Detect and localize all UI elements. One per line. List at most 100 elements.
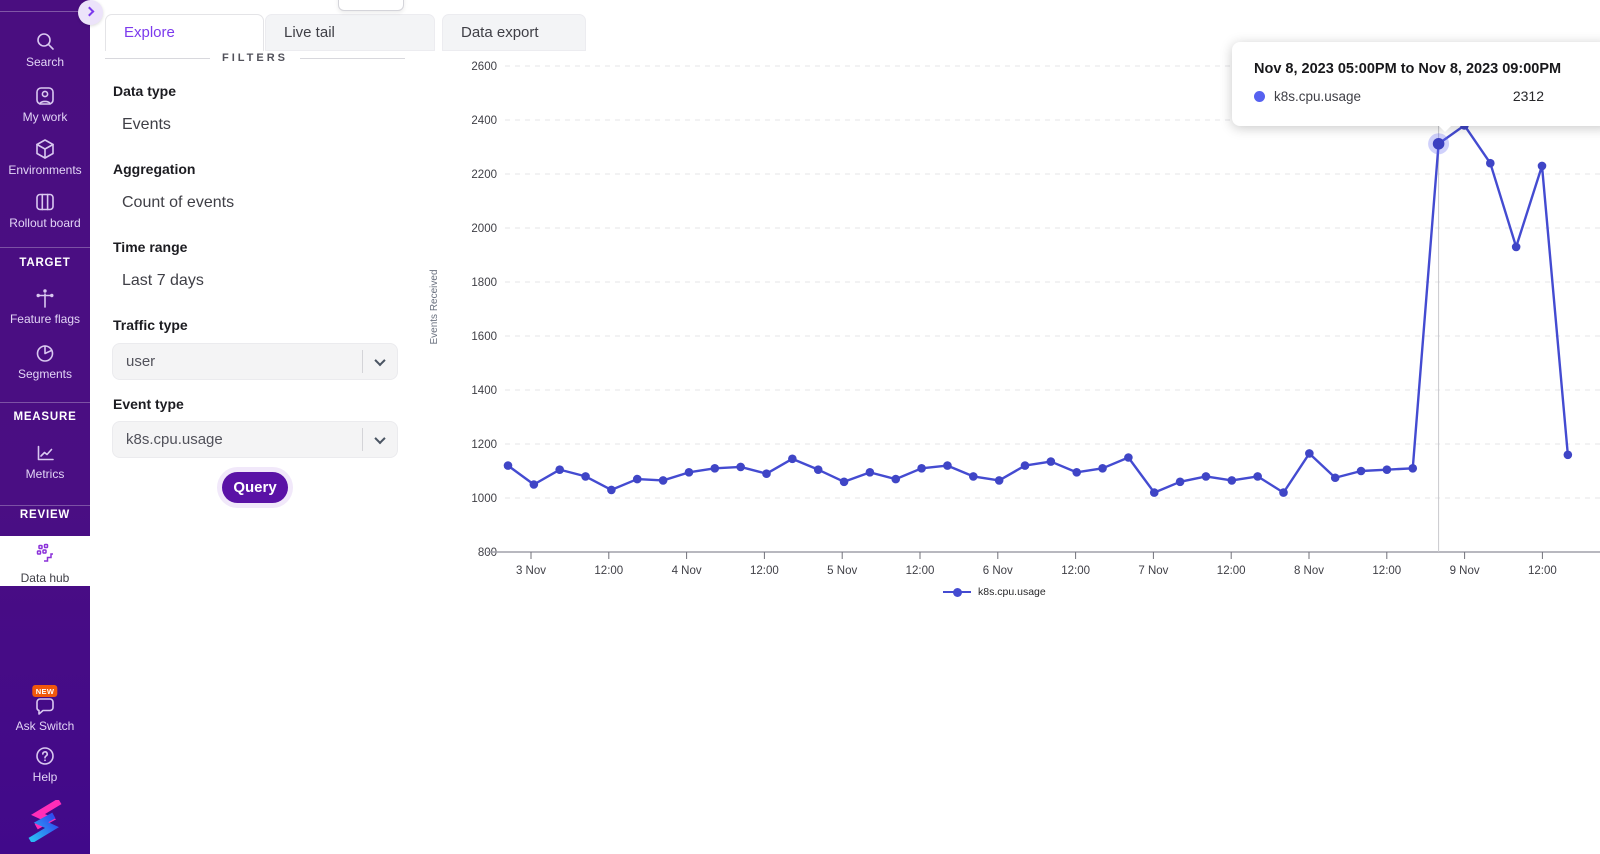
svg-text:800: 800 [478, 547, 497, 559]
sidebar-item-feature-flags[interactable]: Feature flags [0, 287, 90, 326]
help-icon [0, 745, 90, 767]
sidebar-item-label: Segments [17, 367, 73, 381]
sidebar-item-metrics[interactable]: Metrics [0, 442, 90, 481]
filters-divider-label: FILTERS [222, 52, 289, 64]
sidebar-item-data-hub-selected[interactable]: Data hub [0, 536, 90, 586]
tab-live-tail[interactable]: Live tail [265, 14, 435, 51]
search-icon [0, 30, 90, 52]
user-card-icon [0, 85, 90, 107]
sidebar-section-divider [0, 505, 90, 506]
select-divider [362, 350, 363, 373]
svg-text:6 Nov: 6 Nov [983, 565, 1013, 577]
sidebar-section-measure: MEASURE [13, 411, 77, 423]
traffic-type-select[interactable]: user [112, 343, 398, 380]
sidebar-item-rollout-board[interactable]: Rollout board [0, 191, 90, 230]
metrics-chart-icon [0, 442, 90, 464]
traffic-type-label: Traffic type [113, 317, 188, 333]
chart-legend[interactable]: k8s.cpu.usage [943, 586, 1046, 598]
chart-tooltip: Nov 8, 2023 05:00PM to Nov 8, 2023 09:00… [1232, 42, 1600, 132]
legend-line-marker [943, 587, 971, 597]
event-type-select[interactable]: k8s.cpu.usage [112, 421, 398, 458]
sidebar-item-label: Rollout board [9, 216, 81, 230]
tab-explore[interactable]: Explore [105, 14, 264, 51]
legend-series-label: k8s.cpu.usage [978, 586, 1046, 598]
svg-text:12:00: 12:00 [1217, 565, 1246, 577]
tooltip-series-value: 2312 [1512, 88, 1544, 104]
svg-text:7 Nov: 7 Nov [1138, 565, 1168, 577]
sidebar-item-search[interactable]: Search [0, 30, 90, 69]
sidebar-section-target: TARGET [19, 257, 71, 269]
svg-text:2200: 2200 [471, 169, 497, 181]
top-cropped-popover [338, 0, 404, 11]
sidebar-section-divider [0, 402, 90, 403]
columns-board-icon [0, 191, 90, 213]
tooltip-time-range: Nov 8, 2023 05:00PM to Nov 8, 2023 09:00… [1254, 61, 1562, 77]
svg-text:Events Received: Events Received [429, 269, 440, 344]
svg-text:1800: 1800 [471, 277, 497, 289]
chevron-down-icon [363, 354, 397, 366]
svg-text:1400: 1400 [471, 385, 497, 397]
sidebar-item-my-work[interactable]: My work [0, 85, 90, 124]
chevron-right-icon [84, 6, 95, 17]
sidebar-item-help[interactable]: Help [0, 745, 90, 784]
tooltip-series-row: k8s.cpu.usage 2312 [1254, 88, 1592, 104]
new-badge: NEW [32, 685, 58, 697]
aggregation-value[interactable]: Count of events [122, 194, 235, 211]
legend-dot-icon [953, 587, 962, 597]
data-hub-icon [34, 543, 56, 568]
svg-text:3 Nov: 3 Nov [516, 565, 546, 577]
switch-logo[interactable] [27, 798, 63, 847]
svg-text:1600: 1600 [471, 331, 497, 343]
tooltip-pointer [1438, 125, 1452, 132]
sidebar-item-label: Metrics [25, 467, 65, 481]
svg-text:2600: 2600 [471, 61, 497, 73]
svg-text:9 Nov: 9 Nov [1450, 565, 1480, 577]
sidebar-item-segments[interactable]: Segments [0, 342, 90, 381]
sidebar: Search My work Environments Rollout boar… [0, 0, 90, 854]
svg-text:12:00: 12:00 [1061, 565, 1090, 577]
svg-text:12:00: 12:00 [906, 565, 935, 577]
data-type-label: Data type [113, 83, 177, 99]
sidebar-item-label: Data hub [20, 571, 70, 585]
time-range-label: Time range [113, 239, 188, 255]
sidebar-item-label: My work [22, 110, 68, 124]
sidebar-item-ask-switch[interactable]: NEW Ask Switch [0, 685, 90, 733]
svg-text:1000: 1000 [471, 493, 497, 505]
svg-text:12:00: 12:00 [594, 565, 623, 577]
sidebar-section-review: REVIEW [19, 509, 71, 521]
tab-data-export[interactable]: Data export [442, 14, 586, 51]
series-dot-icon [1254, 90, 1265, 102]
data-type-value[interactable]: Events [122, 116, 171, 133]
svg-text:8 Nov: 8 Nov [1294, 565, 1324, 577]
svg-text:12:00: 12:00 [1372, 565, 1401, 577]
select-divider [362, 428, 363, 451]
tooltip-series-name: k8s.cpu.usage [1274, 88, 1362, 104]
aggregation-label: Aggregation [113, 161, 196, 177]
svg-text:12:00: 12:00 [750, 565, 779, 577]
svg-text:2400: 2400 [471, 115, 497, 127]
sidebar-item-environments[interactable]: Environments [0, 138, 90, 177]
svg-text:2000: 2000 [471, 223, 497, 235]
sidebar-top-divider [0, 11, 90, 12]
chat-bubble-icon: NEW [0, 685, 90, 716]
filters-divider: FILTERS [105, 52, 405, 64]
sidebar-item-label: Search [25, 55, 65, 69]
svg-text:12:00: 12:00 [1528, 565, 1557, 577]
sidebar-section-divider [0, 247, 90, 248]
sidebar-item-label: Help [32, 770, 58, 784]
query-button[interactable]: Query [222, 472, 288, 503]
sidebar-item-label: Ask Switch [15, 719, 75, 733]
time-range-value[interactable]: Last 7 days [122, 272, 204, 289]
sidebar-collapse-button[interactable] [78, 0, 103, 25]
traffic-type-selected-value: user [126, 353, 156, 370]
svg-text:4 Nov: 4 Nov [672, 565, 702, 577]
chevron-down-icon [363, 432, 397, 444]
svg-text:5 Nov: 5 Nov [827, 565, 857, 577]
sidebar-item-label: Environments [8, 163, 82, 177]
event-type-selected-value: k8s.cpu.usage [126, 431, 223, 448]
svg-text:1200: 1200 [471, 439, 497, 451]
sidebar-item-label: Feature flags [9, 312, 81, 326]
feature-flags-icon [0, 287, 90, 309]
event-type-label: Event type [113, 396, 184, 412]
